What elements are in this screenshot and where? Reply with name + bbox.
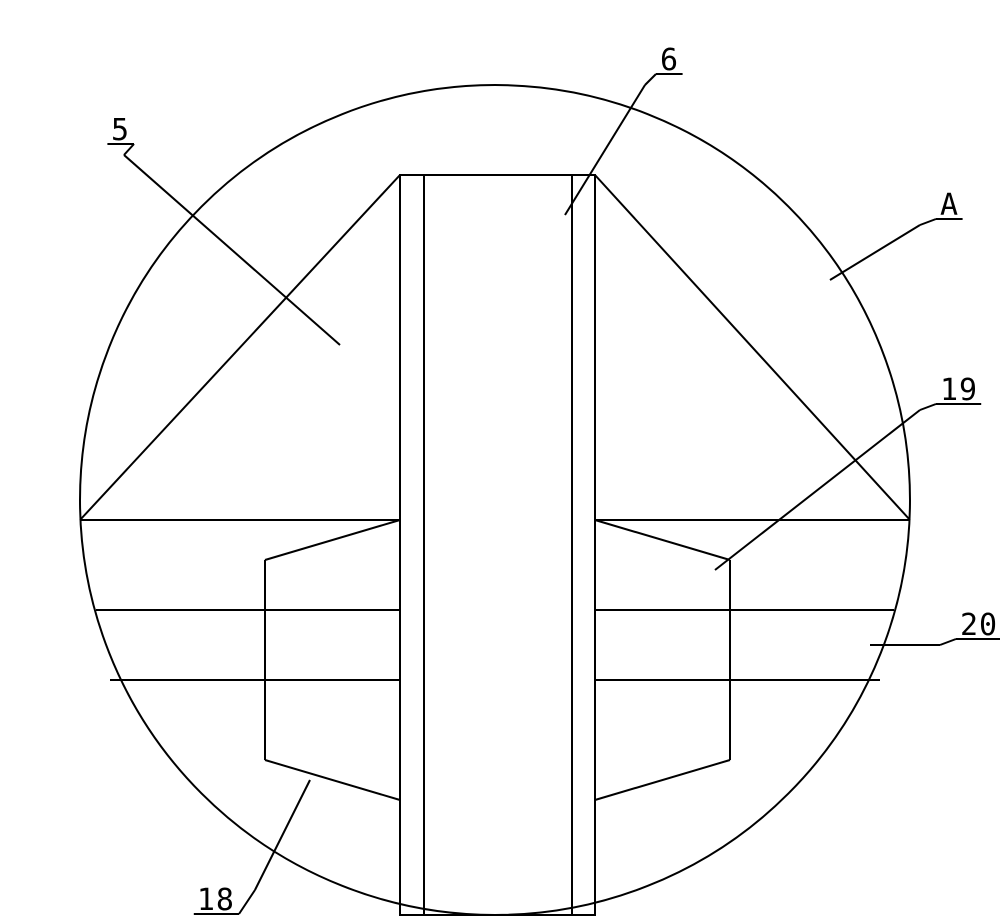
- label-A: A: [940, 188, 959, 223]
- label-5: 5: [111, 113, 130, 148]
- label-20: 20: [960, 608, 998, 643]
- label-19: 19: [940, 373, 978, 408]
- label-6: 6: [660, 43, 679, 78]
- label-18: 18: [197, 883, 235, 918]
- background: [0, 0, 1000, 924]
